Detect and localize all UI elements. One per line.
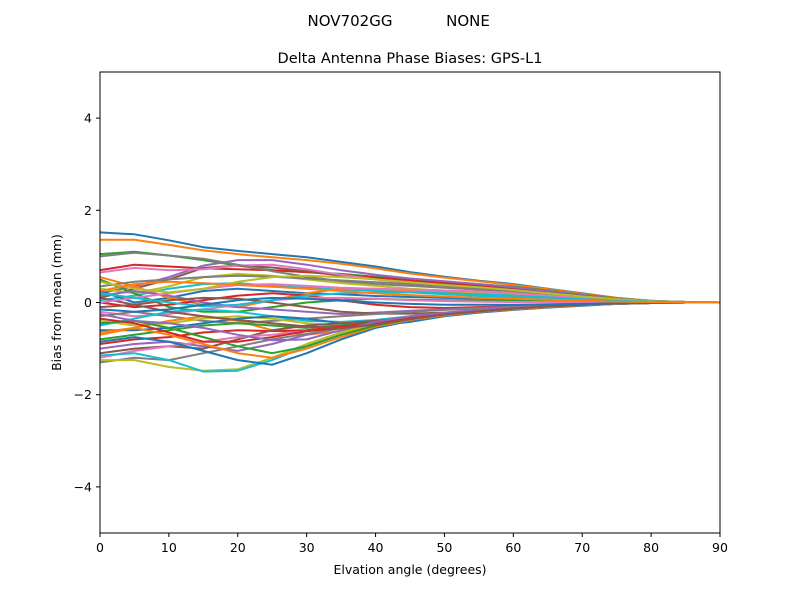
y-tick-label: 0	[84, 295, 92, 310]
x-tick-label: 0	[96, 540, 104, 555]
y-tick-label: 4	[84, 111, 92, 126]
y-tick-label: 2	[84, 203, 92, 218]
x-tick-label: 80	[643, 540, 659, 555]
data-lines	[100, 231, 720, 373]
chart-title: Delta Antenna Phase Biases: GPS-L1	[278, 51, 543, 67]
x-tick-label: 30	[299, 540, 315, 555]
x-tick-label: 60	[505, 540, 521, 555]
x-axis-label: Elvation angle (degrees)	[333, 562, 486, 577]
y-axis-label: Bias from mean (mm)	[49, 234, 64, 371]
x-tick-label: 70	[574, 540, 590, 555]
y-axis-ticks: −4 −2 0 2 4	[74, 111, 100, 494]
suptitle-radome: NONE	[446, 12, 490, 30]
y-tick-label: −4	[74, 479, 92, 494]
x-tick-label: 90	[712, 540, 728, 555]
series-line	[100, 296, 720, 313]
x-tick-label: 10	[161, 540, 177, 555]
x-axis-ticks: 0 10 20 30 40 50 60 70 80 90	[96, 533, 728, 555]
x-tick-label: 20	[230, 540, 246, 555]
series-line	[100, 280, 720, 304]
x-tick-label: 40	[368, 540, 384, 555]
x-tick-label: 50	[436, 540, 452, 555]
y-tick-label: −2	[74, 387, 92, 402]
series-line	[100, 274, 720, 304]
suptitle-antenna: NOV702GG	[308, 12, 393, 30]
